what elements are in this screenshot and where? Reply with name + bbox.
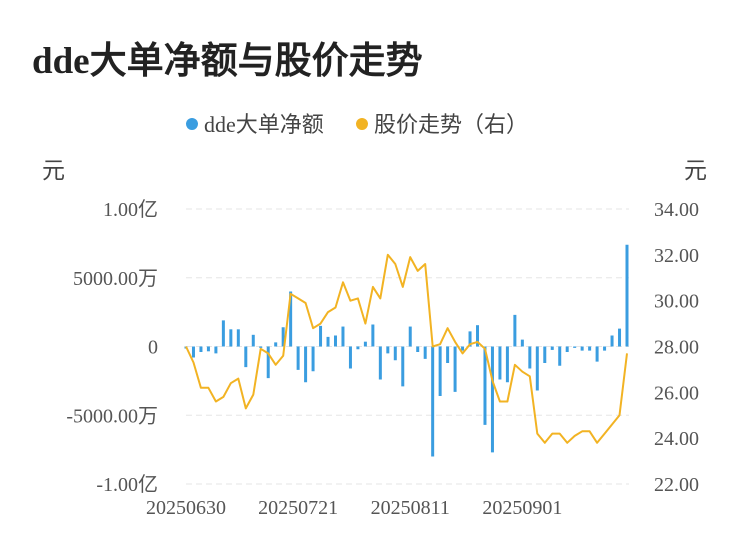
left-axis-unit: 元: [42, 158, 65, 183]
dde-bar[interactable]: [266, 346, 270, 379]
left-tick-label: -1.00亿: [96, 473, 158, 496]
dde-bar[interactable]: [490, 346, 494, 453]
dde-bar[interactable]: [319, 325, 323, 347]
dde-bar[interactable]: [191, 346, 195, 358]
dde-bar[interactable]: [348, 346, 352, 369]
dde-bar[interactable]: [251, 334, 255, 347]
dde-bar[interactable]: [229, 329, 233, 347]
dde-bar[interactable]: [461, 346, 465, 351]
dde-bar[interactable]: [423, 346, 427, 359]
dde-bar[interactable]: [550, 346, 554, 350]
right-tick-label: 30.00: [654, 291, 699, 313]
right-tick-label: 28.00: [654, 337, 699, 359]
page-title: dde大单净额与股价走势: [32, 41, 423, 82]
dde-bar[interactable]: [580, 346, 584, 351]
dde-bar[interactable]: [476, 325, 480, 347]
dde-bar[interactable]: [296, 346, 300, 370]
dde-bar[interactable]: [371, 324, 375, 347]
dde-bar[interactable]: [558, 346, 562, 366]
right-tick-label: 24.00: [654, 428, 699, 450]
dde-bar[interactable]: [625, 244, 629, 347]
dde-bar[interactable]: [416, 346, 420, 353]
dde-bar[interactable]: [206, 346, 210, 352]
dde-bar[interactable]: [289, 291, 293, 347]
dde-bar[interactable]: [259, 346, 263, 348]
x-tick-label: 20250721: [258, 497, 338, 519]
dde-bar[interactable]: [446, 346, 450, 364]
legend-label-price[interactable]: 股价走势（右）: [374, 112, 528, 137]
dde-bar[interactable]: [333, 335, 337, 347]
legend-label-dde[interactable]: dde大单净额: [204, 112, 324, 137]
dde-bar[interactable]: [244, 346, 248, 368]
dde-bar[interactable]: [356, 346, 360, 350]
dde-bar[interactable]: [326, 336, 330, 347]
dde-bar[interactable]: [341, 326, 345, 347]
legend-marker-price[interactable]: [356, 118, 368, 130]
dde-bar[interactable]: [528, 346, 532, 369]
dde-bar[interactable]: [304, 346, 308, 383]
dde-bar[interactable]: [281, 327, 285, 347]
right-tick-label: 22.00: [654, 474, 699, 496]
dde-bar[interactable]: [453, 346, 457, 392]
dde-bar[interactable]: [221, 320, 225, 347]
price-line-path[interactable]: [185, 253, 628, 444]
dde-bar[interactable]: [363, 341, 367, 347]
dde-bar[interactable]: [199, 346, 203, 353]
dde-bar[interactable]: [595, 346, 599, 362]
dde-bar[interactable]: [468, 331, 472, 347]
dde-bar[interactable]: [573, 346, 577, 348]
dde-bar[interactable]: [520, 339, 524, 347]
dde-bar[interactable]: [386, 346, 390, 354]
dde-bar[interactable]: [274, 342, 278, 347]
right-tick-label: 34.00: [654, 199, 699, 221]
x-tick-label: 20250630: [146, 497, 226, 519]
dde-bar[interactable]: [543, 346, 547, 364]
dde-bar[interactable]: [393, 346, 397, 361]
left-tick-label: 1.00亿: [103, 198, 158, 221]
x-tick-label: 20250901: [482, 497, 562, 519]
dde-bar[interactable]: [214, 346, 218, 354]
right-tick-label: 26.00: [654, 382, 699, 404]
dde-bar[interactable]: [535, 346, 539, 391]
dde-bar[interactable]: [236, 329, 240, 347]
dde-bar[interactable]: [311, 346, 315, 372]
left-tick-label: -5000.00万: [66, 405, 158, 427]
left-tick-label: 5000.00万: [73, 268, 158, 290]
x-tick-label: 20250811: [371, 497, 450, 519]
dde-bar[interactable]: [431, 346, 435, 457]
dde-bar[interactable]: [438, 346, 442, 397]
dde-bar[interactable]: [513, 314, 517, 347]
dde-bar[interactable]: [401, 346, 405, 387]
dde-bar[interactable]: [408, 326, 412, 347]
price-line: [185, 253, 628, 444]
dde-bar[interactable]: [498, 346, 502, 380]
dde-bars: [184, 244, 629, 457]
right-axis-ticks: 34.00 32.00 30.00 28.00 26.00 24.00 22.00: [654, 199, 699, 496]
dde-bar[interactable]: [505, 346, 509, 383]
left-tick-label: 0: [148, 337, 158, 359]
right-tick-label: 32.00: [654, 245, 699, 267]
dde-bar[interactable]: [588, 346, 592, 351]
dde-bar[interactable]: [610, 335, 614, 347]
dde-bar[interactable]: [603, 346, 607, 351]
legend: dde大单净额 股价走势（右）: [186, 112, 528, 137]
dde-bar[interactable]: [483, 346, 487, 425]
legend-marker-dde[interactable]: [186, 118, 198, 130]
dde-bar[interactable]: [565, 346, 569, 353]
left-axis-ticks: 1.00亿 5000.00万 0 -5000.00万 -1.00亿: [66, 198, 158, 496]
x-axis-ticks: 20250630 20250721 20250811 20250901: [146, 497, 562, 519]
dde-bar[interactable]: [618, 328, 622, 347]
right-axis-unit: 元: [684, 158, 707, 183]
dde-bar[interactable]: [378, 346, 382, 380]
